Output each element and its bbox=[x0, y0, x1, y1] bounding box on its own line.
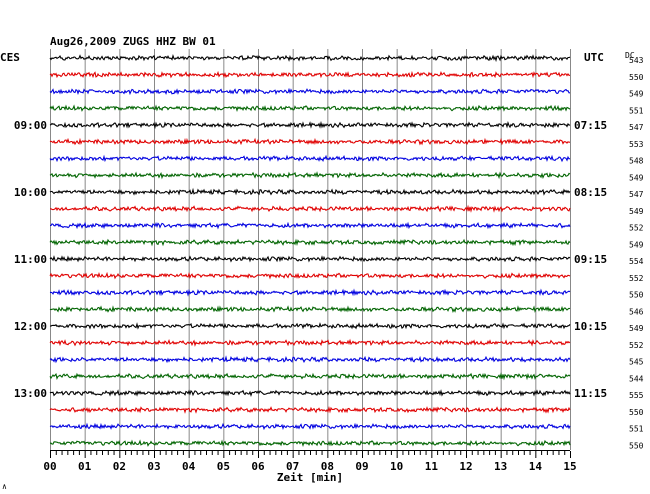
dc-offset-5: 547 bbox=[629, 123, 644, 132]
dc-offset-7: 548 bbox=[629, 157, 644, 166]
dc-offset-24: 550 bbox=[629, 441, 644, 450]
x-tick-label-12: 12 bbox=[459, 460, 472, 473]
right-time-labels: 07:15 08:15 09:15 10:15 11:15 bbox=[574, 119, 607, 400]
trace-11 bbox=[50, 221, 571, 230]
left-hour-label-1100: 11:00 bbox=[14, 253, 47, 266]
x-tick-label-06: 06 bbox=[251, 460, 265, 473]
dc-offset-19: 545 bbox=[629, 358, 644, 367]
dc-offset-16: 546 bbox=[629, 307, 644, 316]
x-tick-label-02: 02 bbox=[113, 460, 126, 473]
dc-offset-3: 549 bbox=[629, 90, 644, 99]
trace-10 bbox=[50, 204, 571, 213]
x-tick-label-13: 13 bbox=[494, 460, 507, 473]
trace-9 bbox=[49, 187, 571, 196]
x-tick-label-01: 01 bbox=[78, 460, 92, 473]
dc-offset-9: 547 bbox=[629, 190, 644, 199]
dc-offset-1: 543 bbox=[629, 56, 644, 65]
right-hour-label-1015: 10:15 bbox=[574, 320, 607, 333]
x-axis: 00 01 02 03 04 05 06 07 08 09 10 11 12 13 14 15 bbox=[43, 450, 577, 473]
left-hour-label-1000: 10:00 bbox=[14, 186, 47, 199]
trace-3 bbox=[49, 87, 570, 96]
left-time-labels: 09:00 10:00 11:00 12:00 13:00 bbox=[14, 119, 47, 400]
dc-offset-21: 555 bbox=[629, 391, 644, 400]
trace-23 bbox=[49, 422, 571, 431]
left-hour-label-0900: 09:00 bbox=[14, 119, 47, 132]
trace-6 bbox=[49, 137, 570, 146]
dc-offset-4: 551 bbox=[629, 106, 644, 115]
trace-16 bbox=[49, 305, 571, 314]
dc-offset-18: 552 bbox=[629, 341, 644, 350]
trace-18 bbox=[49, 338, 571, 347]
x-tick-label-00: 00 bbox=[43, 460, 56, 473]
plot-grid bbox=[50, 49, 571, 450]
trace-14 bbox=[49, 271, 571, 280]
x-tick-label-15: 15 bbox=[563, 460, 576, 473]
right-timezone-label: UTC bbox=[584, 51, 604, 64]
dc-offset-15: 550 bbox=[629, 291, 644, 300]
trace-5 bbox=[49, 120, 571, 130]
right-hour-label-0715: 07:15 bbox=[574, 119, 607, 132]
right-hour-label-0915: 09:15 bbox=[574, 253, 607, 266]
dc-offset-22: 550 bbox=[629, 408, 644, 417]
trace-21 bbox=[49, 389, 571, 398]
dc-offset-6: 553 bbox=[629, 140, 644, 149]
x-tick-label-04: 04 bbox=[182, 460, 196, 473]
left-timezone-label: CES bbox=[0, 51, 20, 64]
left-hour-label-1300: 13:00 bbox=[14, 387, 47, 400]
trace-19 bbox=[49, 355, 571, 364]
corner-mark: ∧ bbox=[2, 482, 7, 491]
x-tick-label-14: 14 bbox=[529, 460, 543, 473]
trace-15 bbox=[49, 288, 571, 297]
x-tick-label-07: 07 bbox=[286, 460, 299, 473]
x-tick-label-09: 09 bbox=[355, 460, 368, 473]
trace-20 bbox=[49, 372, 571, 381]
dc-offset-8: 549 bbox=[629, 173, 644, 182]
dc-offset-12: 549 bbox=[629, 240, 644, 249]
chart-title: Aug26,2009 ZUGS HHZ BW 01 bbox=[50, 35, 216, 48]
dc-offset-20: 544 bbox=[629, 374, 644, 383]
dc-offset-14: 552 bbox=[629, 274, 644, 283]
x-tick-label-05: 05 bbox=[217, 460, 230, 473]
trace-8 bbox=[49, 171, 571, 180]
right-hour-label-0815: 08:15 bbox=[574, 186, 607, 199]
trace-24 bbox=[49, 439, 571, 448]
right-hour-label-1115: 11:15 bbox=[574, 387, 607, 400]
dc-offset-11: 552 bbox=[629, 224, 644, 233]
x-tick-label-03: 03 bbox=[147, 460, 160, 473]
dc-offset-17: 549 bbox=[629, 324, 644, 333]
trace-4 bbox=[49, 104, 571, 113]
x-tick-label-11: 11 bbox=[425, 460, 439, 473]
x-tick-label-10: 10 bbox=[390, 460, 403, 473]
dc-header-label: DC bbox=[625, 51, 635, 60]
dc-offset-23: 551 bbox=[629, 425, 644, 434]
trace-1 bbox=[49, 53, 571, 63]
dc-offset-10: 549 bbox=[629, 207, 644, 216]
left-hour-label-1200: 12:00 bbox=[14, 320, 47, 333]
trace-7 bbox=[49, 154, 571, 163]
trace-2 bbox=[49, 70, 570, 79]
x-tick-label-08: 08 bbox=[321, 460, 334, 473]
trace-13 bbox=[49, 255, 571, 263]
trace-22 bbox=[49, 405, 571, 414]
dc-offset-13: 554 bbox=[629, 257, 644, 266]
dc-offset-2: 550 bbox=[629, 73, 644, 82]
x-axis-label: Zeit [min] bbox=[277, 471, 343, 484]
trace-17 bbox=[49, 322, 571, 330]
dc-offset-labels: 543 550 549 551 547 553 548 549 547 549 552 549 554 5… bbox=[629, 56, 644, 450]
trace-group bbox=[49, 53, 571, 448]
trace-12 bbox=[49, 238, 571, 247]
